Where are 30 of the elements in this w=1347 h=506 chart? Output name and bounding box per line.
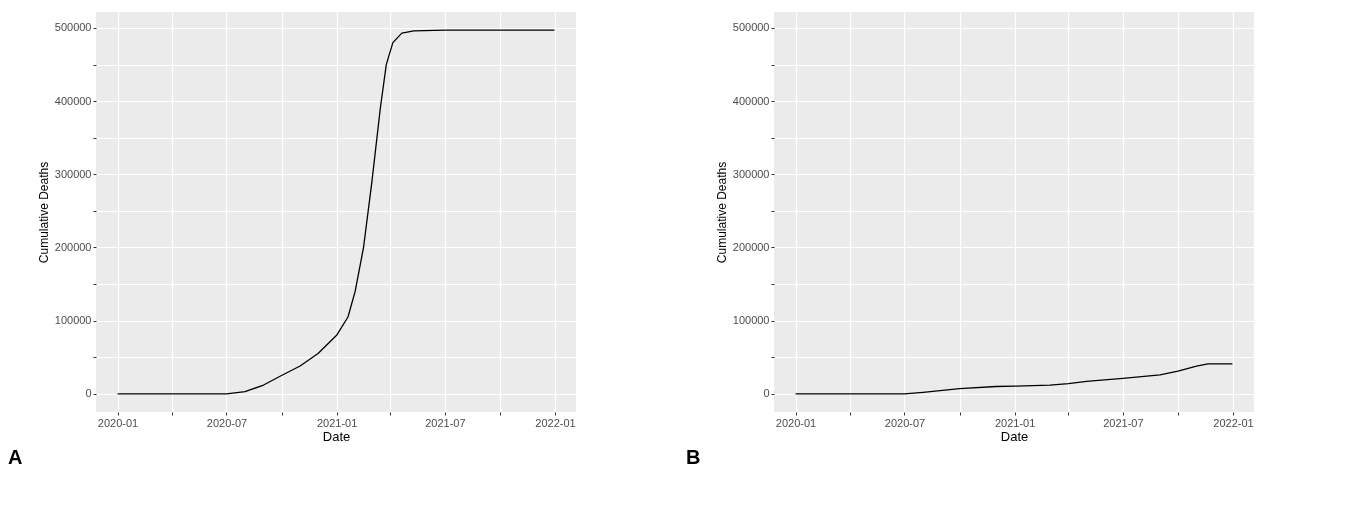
x-tick-label: 2020-01 bbox=[97, 416, 139, 429]
y-tick-label: 200000 bbox=[732, 240, 770, 253]
x-tick-label: 2022-01 bbox=[535, 416, 576, 429]
text: B bbox=[686, 446, 701, 468]
x-tick-label: 2020-07 bbox=[884, 416, 926, 429]
x-tick-label: 2021-01 bbox=[316, 416, 358, 429]
y-tick-label: 100000 bbox=[54, 314, 92, 327]
y-tick-label: 0 bbox=[85, 387, 92, 400]
y-axis-title: Cumulative Deaths bbox=[714, 161, 729, 264]
y-tick-label: 300000 bbox=[732, 167, 770, 180]
y-tick-label: 500000 bbox=[732, 21, 770, 34]
y-tick-label: 400000 bbox=[54, 94, 92, 107]
x-tick-label: 2020-07 bbox=[206, 416, 248, 429]
x-axis-title: Date bbox=[322, 428, 351, 444]
line-series bbox=[794, 363, 1234, 395]
y-tick-label: 400000 bbox=[732, 94, 770, 107]
x-axis-title: Date bbox=[1000, 428, 1029, 444]
y-tick-label: 300000 bbox=[54, 167, 92, 180]
x-tick-label: 2021-07 bbox=[425, 416, 466, 429]
text: A bbox=[8, 446, 23, 468]
y-tick-label: 200000 bbox=[54, 240, 92, 253]
y-tick-label: 500000 bbox=[54, 21, 92, 34]
x-tick-label: 2021-01 bbox=[994, 416, 1036, 429]
y-tick-label: 0 bbox=[763, 387, 770, 400]
x-tick-label: 2020-01 bbox=[775, 416, 817, 429]
y-axis-title: Cumulative Deaths bbox=[36, 161, 51, 264]
x-tick-label: 2022-01 bbox=[1213, 416, 1254, 429]
x-tick-label: 2021-07 bbox=[1103, 416, 1144, 429]
line-series bbox=[116, 29, 556, 395]
y-tick-label: 100000 bbox=[732, 314, 770, 327]
